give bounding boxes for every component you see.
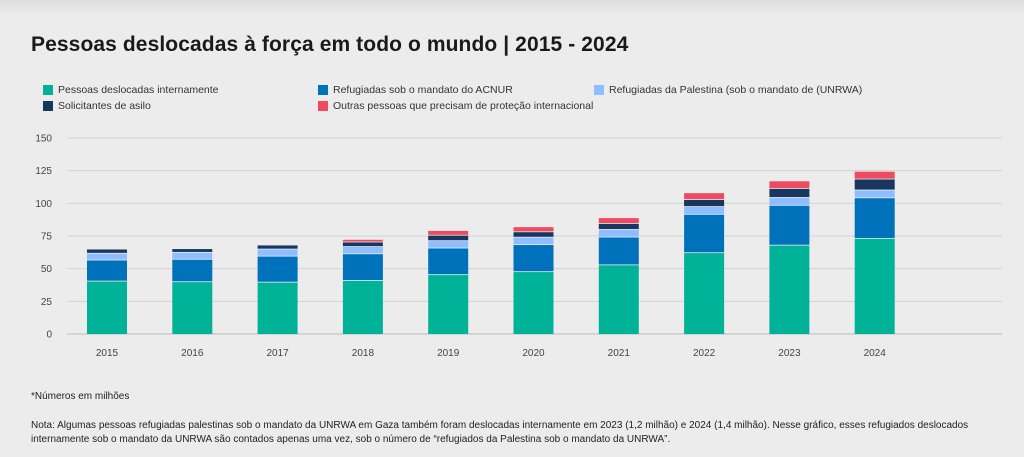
x-tick-label: 2019 <box>437 348 460 359</box>
bar-segment-2021-s2 <box>598 229 639 237</box>
bar-segment-2019-s4 <box>428 230 469 235</box>
bar-segment-2023-s0 <box>769 245 810 334</box>
legend-item-other-protection: Outras pessoas que precisam de proteção … <box>318 100 593 112</box>
x-tick-label: 2021 <box>608 348 631 359</box>
bar-segment-2016-s2 <box>172 252 213 259</box>
top-bar <box>0 0 1024 14</box>
bar-segment-2017-s2 <box>257 249 298 256</box>
bar-segment-2021-s0 <box>598 265 639 334</box>
bar-segment-2020-s1 <box>513 245 554 272</box>
bar-segment-2018-s4 <box>342 239 383 242</box>
bar-segment-2020-s0 <box>513 272 554 334</box>
bar-segment-2022-s2 <box>684 207 725 214</box>
bar-segment-2022-s4 <box>684 193 725 200</box>
bar-segment-2016-s1 <box>172 259 213 282</box>
bar-segment-2019-s0 <box>428 275 469 334</box>
y-tick-label: 0 <box>46 330 52 341</box>
legend-item-unhcr-refugees: Refugiadas sob o mandato do ACNUR <box>318 84 513 96</box>
y-tick-label: 25 <box>41 297 53 308</box>
bar-segment-2015-s2 <box>87 253 127 260</box>
bar-segment-2024-s1 <box>854 198 895 238</box>
bar-segment-2016-s3 <box>172 249 213 252</box>
bar-segment-2019-s3 <box>428 235 469 241</box>
legend-swatch-other-protection <box>318 101 328 111</box>
bar-segment-2022-s1 <box>684 214 725 253</box>
legend-swatch-unrwa-refugees <box>594 85 604 95</box>
bar-segment-2018-s1 <box>342 254 383 281</box>
legend-label-unrwa-refugees: Refugiadas da Palestina (sob o mandato d… <box>609 84 863 96</box>
x-tick-label: 2018 <box>352 348 375 359</box>
x-tick-label: 2017 <box>266 348 289 359</box>
bar-segment-2020-s4 <box>513 227 554 232</box>
bar-segment-2023-s1 <box>769 205 810 245</box>
x-tick-label: 2016 <box>181 348 204 359</box>
bar-segment-2020-s3 <box>513 232 554 237</box>
bar-segment-2021-s3 <box>598 223 639 230</box>
y-tick-label: 50 <box>41 264 53 275</box>
bar-segment-2019-s2 <box>428 241 469 248</box>
legend-item-idps: Pessoas deslocadas internamente <box>43 84 219 96</box>
bar-segment-2024-s3 <box>854 179 895 190</box>
legend-swatch-asylum-seekers <box>43 101 53 111</box>
bar-segment-2015-s1 <box>87 260 127 281</box>
bar-segment-2019-s1 <box>428 248 469 275</box>
x-tick-label: 2020 <box>522 348 545 359</box>
x-tick-label: 2015 <box>96 348 119 359</box>
bar-segment-2023-s3 <box>769 188 810 198</box>
bar-segment-2018-s2 <box>342 246 383 254</box>
bar-segment-2024-s0 <box>854 238 895 334</box>
y-tick-label: 100 <box>35 199 52 210</box>
units-footnote: *Números em milhões <box>31 391 130 402</box>
y-tick-label: 75 <box>41 232 53 243</box>
bar-segment-2024-s2 <box>854 190 895 198</box>
bar-segment-2022-s3 <box>684 199 725 207</box>
y-tick-label: 125 <box>35 166 52 177</box>
bar-segment-2022-s0 <box>684 253 725 334</box>
bar-segment-2016-s0 <box>172 282 213 334</box>
chart-note: Nota: Algumas pessoas refugiadas palesti… <box>31 420 969 445</box>
x-tick-label: 2023 <box>778 348 801 359</box>
bar-segment-2017-s3 <box>257 245 298 249</box>
bar-segment-2018-s3 <box>342 242 383 247</box>
legend-label-other-protection: Outras pessoas que precisam de proteção … <box>333 100 594 112</box>
bar-segment-2023-s4 <box>769 181 810 189</box>
y-tick-label: 150 <box>35 134 52 145</box>
legend-label-asylum-seekers: Solicitantes de asilo <box>58 100 151 112</box>
stacked-bar-chart: 0 25 50 75 100 125 150 2015 2016 2017 2018 2019 2020… <box>35 134 1002 359</box>
legend-label-unhcr-refugees: Refugiadas sob o mandato do ACNUR <box>333 84 513 96</box>
legend-label-idps: Pessoas deslocadas internamente <box>58 84 219 96</box>
bar-segment-2021-s4 <box>598 218 639 224</box>
bar-segment-2017-s0 <box>257 282 298 334</box>
bar-segment-2023-s2 <box>769 197 810 205</box>
bar-segment-2017-s1 <box>257 256 298 282</box>
bar-segment-2021-s1 <box>598 237 639 265</box>
bar-segment-2018-s0 <box>342 280 383 334</box>
chart-title: Pessoas deslocadas à força em todo o mun… <box>31 33 629 56</box>
legend-item-asylum-seekers: Solicitantes de asilo <box>43 100 151 112</box>
bar-segment-2015-s3 <box>87 249 127 253</box>
x-tick-label: 2022 <box>693 348 716 359</box>
legend-swatch-unhcr-refugees <box>318 85 328 95</box>
bar-segment-2015-s0 <box>87 281 127 334</box>
bar-segment-2024-s4 <box>854 171 895 179</box>
bar-segment-2020-s2 <box>513 237 554 245</box>
legend-swatch-idps <box>43 85 53 95</box>
x-tick-label: 2024 <box>864 348 887 359</box>
legend-item-unrwa-refugees: Refugiadas da Palestina (sob o mandato d… <box>594 84 862 96</box>
